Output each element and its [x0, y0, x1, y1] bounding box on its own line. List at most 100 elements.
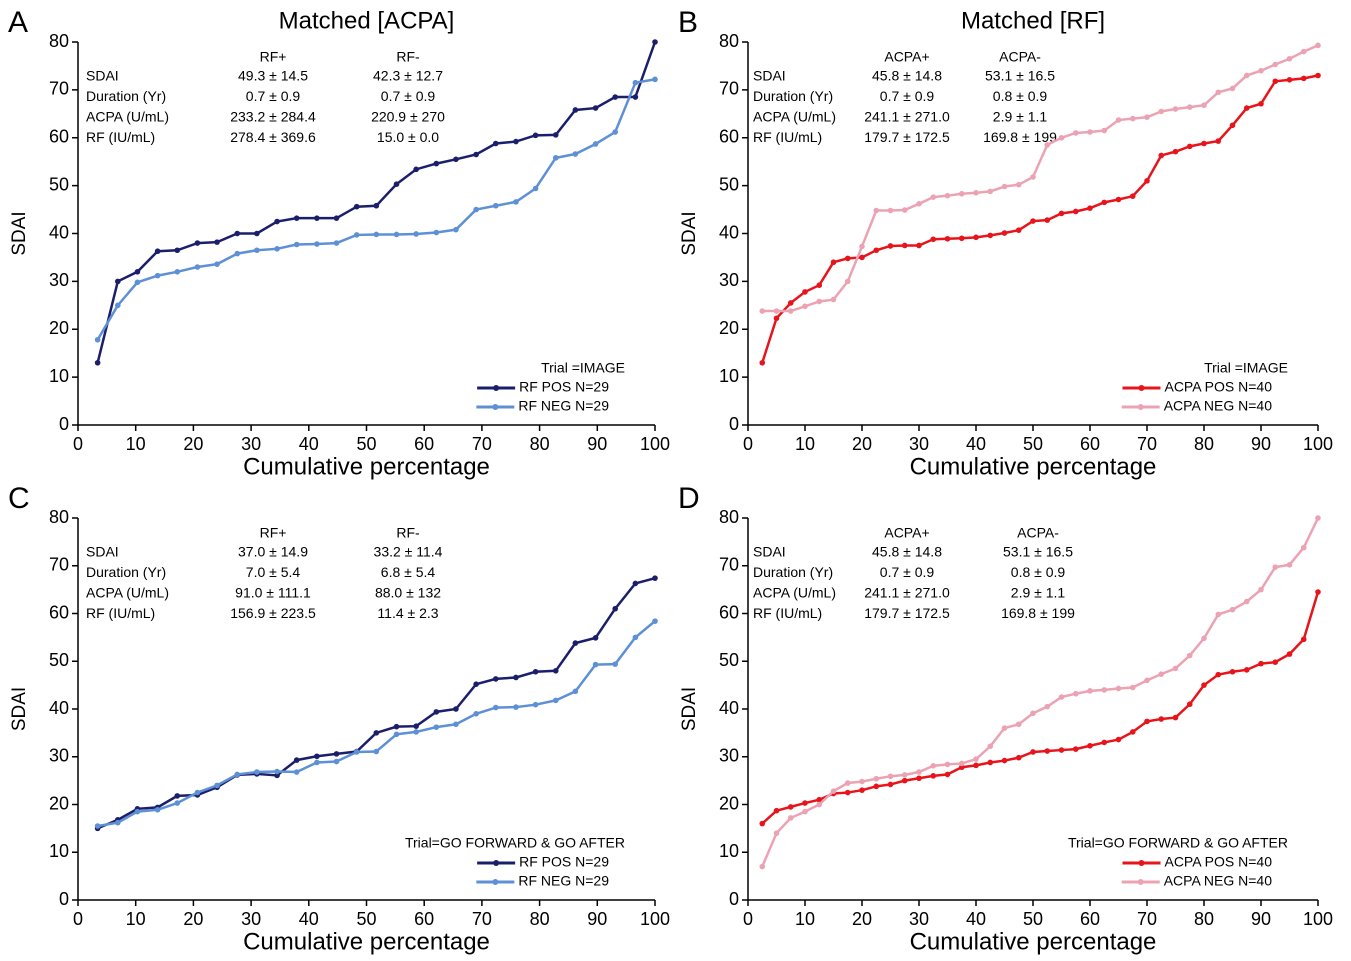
data-point — [373, 730, 380, 736]
y-tick-label: 50 — [719, 650, 739, 670]
stats-row-label: ACPA (U/mL) — [86, 585, 169, 601]
y-tick-label: 80 — [719, 31, 739, 51]
x-axis-label: Cumulative percentage — [243, 453, 490, 480]
data-point — [214, 239, 220, 245]
data-point — [254, 769, 260, 775]
stats-cell: 0.8 ± 0.9 — [993, 88, 1048, 104]
data-point — [859, 243, 865, 250]
legend-label: ACPA POS N=40 — [1164, 379, 1272, 395]
data-point — [816, 796, 823, 803]
data-point — [194, 240, 201, 246]
data-point — [916, 242, 922, 249]
data-point — [453, 156, 459, 163]
stats-row-label: ACPA (U/mL) — [753, 585, 836, 601]
y-tick-label: 10 — [719, 366, 739, 386]
data-point — [1258, 586, 1264, 593]
data-point — [844, 789, 851, 796]
y-tick-label: 50 — [49, 174, 69, 194]
stats-cell: 15.0 ± 0.0 — [377, 129, 439, 145]
y-tick-label: 80 — [719, 507, 739, 527]
data-point — [1144, 114, 1150, 120]
x-tick-label: 10 — [126, 909, 146, 929]
data-point — [254, 247, 260, 254]
data-point — [958, 190, 965, 197]
y-tick-label: 30 — [49, 746, 69, 766]
y-tick-label: 60 — [719, 127, 739, 147]
legend-marker — [1138, 860, 1145, 866]
legend-label: ACPA POS N=40 — [1164, 854, 1272, 870]
stats-column-header: ACPA+ — [884, 525, 929, 541]
data-point — [816, 298, 823, 305]
data-point — [1044, 142, 1051, 148]
data-point — [1144, 178, 1150, 184]
y-tick-label: 40 — [49, 222, 69, 242]
data-point — [1300, 544, 1307, 551]
data-point — [787, 815, 794, 821]
data-point — [1272, 61, 1279, 68]
panel-letter: A — [8, 6, 28, 39]
x-tick-label: 60 — [414, 909, 434, 929]
y-tick-label: 80 — [49, 507, 69, 527]
data-point — [1300, 75, 1307, 82]
x-tick-label: 20 — [183, 909, 203, 929]
data-point — [1115, 117, 1122, 123]
data-point — [1087, 205, 1093, 211]
annotation: Trial=GO FORWARD & GO AFTER — [1068, 835, 1288, 851]
data-point — [1229, 85, 1236, 92]
stats-cell: 241.1 ± 271.0 — [864, 585, 950, 601]
data-point — [254, 230, 260, 237]
data-point — [1072, 208, 1079, 215]
data-point — [572, 151, 579, 157]
data-point — [513, 704, 519, 710]
data-point — [1286, 561, 1293, 568]
x-tick-label: 60 — [1080, 434, 1100, 454]
data-point — [1300, 636, 1307, 643]
data-point — [234, 771, 241, 778]
data-point — [759, 863, 766, 870]
data-point — [532, 185, 539, 192]
data-point — [1030, 710, 1036, 717]
data-point — [1058, 694, 1065, 700]
stats-row-label: RF (IU/mL) — [86, 605, 155, 621]
data-point — [373, 231, 380, 238]
stats-column-header: ACPA- — [1017, 525, 1059, 541]
data-point — [1115, 685, 1122, 692]
data-point — [1015, 181, 1022, 188]
data-point — [353, 232, 360, 238]
stats-column-header: RF+ — [260, 49, 287, 65]
stats-cell: 2.9 ± 1.1 — [993, 109, 1048, 125]
data-point — [1315, 589, 1321, 595]
x-tick-label: 70 — [1137, 909, 1157, 929]
legend-marker — [493, 385, 500, 391]
x-tick-label: 40 — [966, 434, 986, 454]
x-tick-label: 60 — [414, 434, 434, 454]
data-point — [987, 188, 994, 195]
data-point — [1215, 138, 1222, 144]
data-point — [94, 823, 101, 829]
data-point — [901, 207, 908, 213]
data-point — [787, 804, 794, 810]
data-point — [873, 775, 880, 782]
data-point — [1315, 515, 1321, 521]
data-point — [802, 303, 808, 310]
data-point — [492, 140, 499, 147]
data-point — [513, 138, 519, 145]
legend-label: ACPA NEG N=40 — [1164, 398, 1273, 414]
data-point — [592, 105, 599, 111]
data-point — [1258, 100, 1264, 107]
y-tick-label: 50 — [719, 174, 739, 194]
data-point — [901, 242, 908, 249]
x-tick-label: 30 — [909, 909, 929, 929]
y-tick-label: 70 — [719, 555, 739, 575]
data-point — [1201, 635, 1207, 642]
data-point — [154, 248, 161, 255]
data-point — [873, 207, 880, 214]
data-point — [492, 202, 499, 209]
data-point — [802, 800, 808, 806]
data-point — [1001, 230, 1008, 236]
stats-cell: 53.1 ± 16.5 — [985, 68, 1055, 84]
stats-cell: 49.3 ± 14.5 — [238, 68, 308, 84]
data-point — [916, 769, 922, 775]
x-axis-label: Cumulative percentage — [910, 453, 1157, 480]
x-tick-label: 0 — [73, 909, 83, 929]
